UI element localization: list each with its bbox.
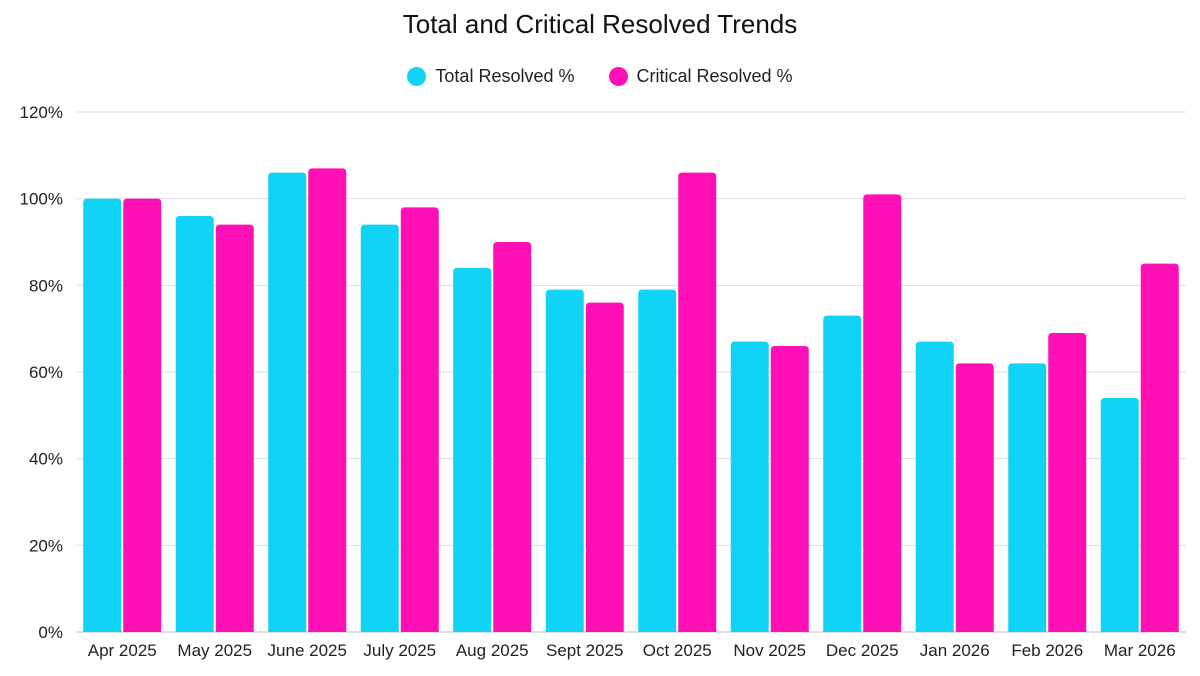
legend: Total Resolved % Critical Resolved % [0, 66, 1200, 87]
bar-total-resolved [638, 289, 677, 632]
y-tick-label: 120% [20, 103, 63, 122]
bar-total-resolved [730, 341, 769, 632]
bar-total-resolved [1100, 398, 1139, 632]
bar-critical-resolved [215, 224, 254, 632]
bar-critical-resolved [770, 346, 809, 632]
y-tick-label: 20% [29, 536, 63, 555]
chart-title: Total and Critical Resolved Trends [402, 9, 798, 39]
bar-total-resolved [83, 198, 122, 632]
bar-critical-resolved [400, 207, 439, 633]
bar-critical-resolved [1048, 333, 1087, 632]
x-tick-label: Apr 2025 [88, 641, 157, 660]
legend-marker-critical [608, 67, 628, 86]
x-tick-label: Oct 2025 [643, 641, 712, 660]
bar-total-resolved [915, 341, 954, 632]
legend-item-total: Total Resolved % [407, 66, 575, 87]
y-tick-label: 60% [29, 363, 63, 382]
x-tick-label: Dec 2025 [826, 641, 899, 660]
legend-item-critical: Critical Resolved % [608, 66, 793, 87]
bar-critical-resolved [493, 242, 532, 632]
x-tick-label: Feb 2026 [1011, 641, 1083, 660]
bar-critical-resolved [1140, 263, 1179, 632]
legend-marker-total [407, 67, 427, 86]
bar-total-resolved [175, 216, 214, 632]
bar-critical-resolved [123, 198, 162, 632]
bar-total-resolved [823, 315, 862, 632]
bar-total-resolved [268, 172, 307, 632]
bar-total-resolved [453, 268, 492, 632]
x-tick-label: Nov 2025 [733, 641, 806, 660]
x-tick-label: Jan 2026 [920, 641, 990, 660]
bar-critical-resolved [308, 168, 347, 633]
x-tick-label: July 2025 [363, 641, 436, 660]
legend-label-critical: Critical Resolved % [636, 66, 793, 86]
y-tick-label: 40% [29, 450, 63, 469]
x-tick-label: Sept 2025 [546, 641, 624, 660]
x-tick-label: June 2025 [268, 641, 347, 660]
x-tick-label: Aug 2025 [456, 641, 529, 660]
bar-critical-resolved [678, 172, 717, 632]
legend-label-total: Total Resolved % [435, 66, 575, 86]
x-tick-label: May 2025 [177, 641, 252, 660]
bar-total-resolved [1008, 363, 1047, 632]
bar-total-resolved [360, 224, 399, 632]
x-tick-label: Mar 2026 [1104, 641, 1176, 660]
bar-critical-resolved [955, 363, 994, 632]
y-tick-label: 0% [38, 623, 63, 642]
y-tick-label: 100% [20, 190, 63, 209]
bar-critical-resolved [863, 194, 902, 633]
bar-total-resolved [545, 289, 584, 632]
bar-critical-resolved [585, 302, 624, 632]
y-tick-label: 80% [29, 276, 63, 295]
